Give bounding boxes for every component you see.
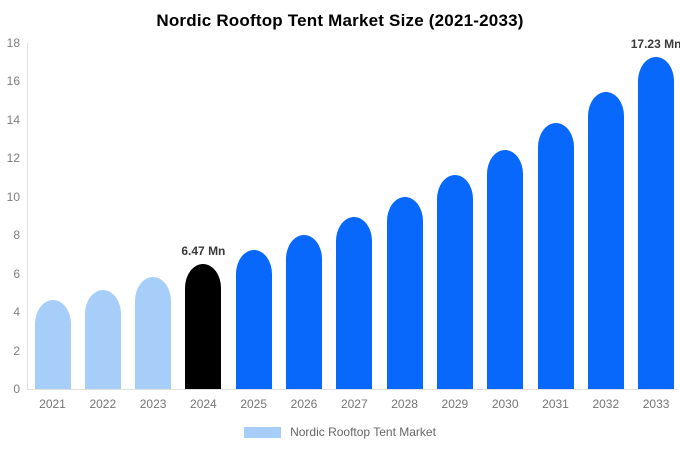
- y-tick-18: 18: [6, 35, 20, 50]
- y-tick-16: 16: [6, 74, 20, 88]
- data-label-2024: 6.47 Mn: [181, 244, 226, 259]
- x-label-2031: 2031: [542, 397, 569, 411]
- data-label-2033: 17.23 Mn: [630, 37, 680, 52]
- legend: Nordic Rooftop Tent Market: [0, 425, 680, 439]
- y-tick-6: 6: [13, 266, 20, 281]
- bar-2032[interactable]: [587, 92, 624, 389]
- y-tick-12: 12: [6, 151, 20, 165]
- bar-2026[interactable]: [286, 234, 322, 389]
- chart-title: Nordic Rooftop Tent Market Size (2021-20…: [156, 11, 524, 30]
- y-tick-8: 8: [13, 228, 20, 242]
- x-label-2033: 2033: [642, 397, 670, 411]
- bar-2024[interactable]: [185, 264, 222, 389]
- x-label-2021: 2021: [39, 397, 66, 411]
- bar-2031[interactable]: [537, 122, 574, 389]
- y-tick-10: 10: [6, 189, 20, 204]
- bar-2033[interactable]: [638, 57, 675, 389]
- y-tick-0: 0: [13, 382, 20, 396]
- y-tick-4: 4: [13, 305, 20, 319]
- bar-2030[interactable]: [487, 150, 524, 389]
- x-axis-line: [27, 389, 678, 390]
- bar-2022[interactable]: [84, 289, 121, 389]
- x-label-2028: 2028: [391, 397, 418, 411]
- x-label-2030: 2030: [491, 397, 519, 411]
- x-label-2025: 2025: [240, 397, 268, 411]
- x-label-2024: 2024: [190, 397, 217, 411]
- y-tick-14: 14: [6, 112, 20, 127]
- x-label-2029: 2029: [441, 397, 469, 411]
- bar-2028[interactable]: [386, 196, 423, 389]
- legend-item-nordic-rooftop-tent-market[interactable]: Nordic Rooftop Tent Market: [244, 425, 436, 439]
- x-label-2022: 2022: [89, 397, 117, 411]
- bar-2023[interactable]: [135, 277, 172, 389]
- bar-2027[interactable]: [336, 216, 373, 389]
- x-label-2023: 2023: [139, 397, 167, 411]
- bar-2029[interactable]: [436, 174, 473, 389]
- bar-2021[interactable]: [34, 300, 71, 389]
- x-label-2026: 2026: [290, 397, 318, 411]
- legend-label: Nordic Rooftop Tent Market: [290, 425, 436, 439]
- y-axis-line: [27, 43, 28, 390]
- bar-2025[interactable]: [235, 250, 272, 389]
- x-label-2027: 2027: [340, 397, 368, 411]
- y-tick-2: 2: [13, 343, 20, 358]
- legend-swatch: [244, 426, 282, 438]
- x-label-2032: 2032: [592, 397, 620, 411]
